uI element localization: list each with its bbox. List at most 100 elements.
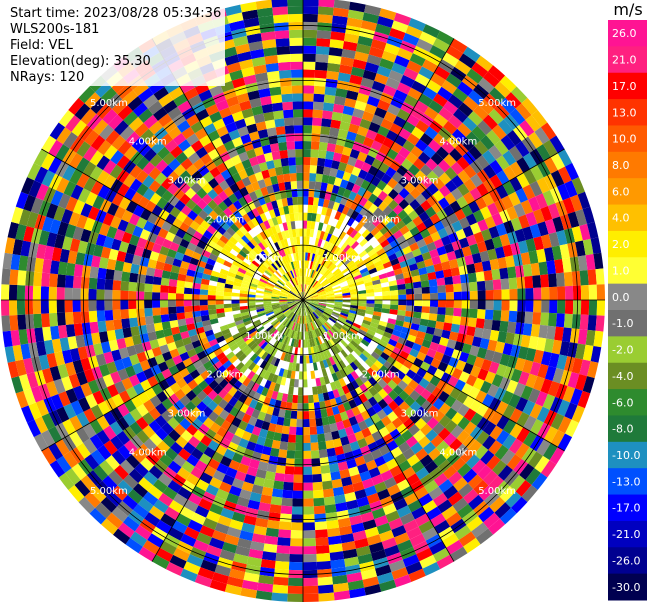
velocity-cell bbox=[339, 179, 349, 189]
velocity-cell bbox=[363, 316, 373, 323]
velocity-cell bbox=[217, 556, 234, 569]
velocity-cell bbox=[248, 131, 260, 142]
velocity-cell bbox=[548, 232, 560, 248]
velocity-cell bbox=[294, 133, 303, 142]
ring-label: 3.00km bbox=[401, 409, 439, 420]
velocity-cell bbox=[317, 149, 327, 159]
velocity-cell bbox=[158, 93, 174, 108]
velocity-cell bbox=[281, 165, 290, 175]
velocity-cell bbox=[395, 342, 405, 351]
velocity-cell bbox=[280, 291, 289, 296]
velocity-cell bbox=[318, 297, 327, 300]
velocity-cell bbox=[382, 84, 397, 97]
velocity-cell bbox=[556, 286, 566, 300]
velocity-cell bbox=[333, 256, 341, 265]
velocity-cell bbox=[317, 584, 334, 594]
velocity-cell bbox=[525, 468, 541, 486]
colorbar-segment bbox=[608, 441, 647, 469]
velocity-cell bbox=[290, 289, 298, 295]
velocity-cell bbox=[499, 353, 511, 367]
velocity-cell bbox=[310, 245, 315, 254]
velocity-cell bbox=[289, 213, 295, 222]
velocity-cell bbox=[287, 5, 303, 15]
velocity-cell bbox=[263, 438, 274, 448]
velocity-cell bbox=[322, 350, 329, 360]
velocity-cell bbox=[543, 156, 558, 174]
velocity-cell bbox=[303, 300, 309, 306]
velocity-cell bbox=[285, 320, 292, 328]
velocity-cell bbox=[7, 361, 19, 379]
velocity-cell bbox=[515, 480, 532, 497]
velocity-cell bbox=[138, 265, 148, 276]
velocity-cell bbox=[348, 262, 357, 270]
velocity-cell bbox=[78, 86, 96, 104]
velocity-cell bbox=[157, 227, 169, 239]
velocity-cell bbox=[135, 169, 149, 184]
velocity-cell bbox=[358, 393, 368, 404]
velocity-cell bbox=[324, 270, 332, 278]
velocity-cell bbox=[357, 35, 373, 47]
velocity-cell bbox=[183, 499, 199, 513]
velocity-cell bbox=[522, 359, 534, 374]
velocity-cell bbox=[303, 363, 307, 372]
velocity-cell bbox=[353, 232, 362, 241]
velocity-cell bbox=[551, 245, 563, 261]
velocity-cell bbox=[200, 309, 209, 317]
velocity-cell bbox=[393, 12, 412, 26]
velocity-cell bbox=[215, 488, 229, 501]
velocity-cell bbox=[482, 435, 496, 451]
field-text: Field: VEL bbox=[10, 38, 73, 53]
velocity-cell bbox=[329, 278, 338, 285]
velocity-cell bbox=[433, 328, 443, 338]
velocity-cell bbox=[155, 260, 165, 271]
velocity-cell bbox=[521, 485, 538, 503]
velocity-cell bbox=[459, 316, 469, 327]
velocity-cell bbox=[121, 318, 131, 329]
velocity-cell bbox=[451, 412, 464, 426]
velocity-cell bbox=[283, 109, 294, 119]
velocity-cell bbox=[196, 412, 208, 424]
velocity-cell bbox=[226, 275, 235, 282]
velocity-cell bbox=[334, 210, 342, 221]
velocity-cell bbox=[148, 505, 165, 520]
velocity-cell bbox=[241, 235, 250, 244]
velocity-cell bbox=[276, 323, 283, 331]
velocity-cell bbox=[68, 373, 81, 389]
velocity-cell bbox=[363, 390, 374, 400]
velocity-cell bbox=[346, 382, 355, 393]
velocity-cell bbox=[218, 272, 228, 280]
velocity-cell bbox=[303, 53, 316, 62]
velocity-cell bbox=[390, 334, 400, 343]
velocity-cell bbox=[260, 403, 269, 414]
velocity-cell bbox=[23, 194, 36, 212]
velocity-cell bbox=[303, 156, 311, 166]
velocity-cell bbox=[438, 459, 452, 473]
velocity-cell bbox=[531, 472, 548, 491]
velocity-cell bbox=[298, 212, 303, 221]
velocity-cell bbox=[406, 454, 420, 467]
velocity-cell bbox=[255, 72, 269, 83]
velocity-cell bbox=[362, 335, 372, 344]
velocity-cell bbox=[243, 193, 253, 204]
velocity-cell bbox=[169, 241, 180, 252]
velocity-cell bbox=[152, 479, 168, 493]
velocity-cell bbox=[274, 270, 282, 278]
velocity-cell bbox=[267, 326, 275, 334]
velocity-cell bbox=[462, 468, 478, 484]
velocity-cell bbox=[491, 319, 501, 332]
velocity-cell bbox=[429, 248, 440, 259]
velocity-cell bbox=[495, 155, 510, 171]
velocity-cell bbox=[212, 229, 223, 240]
velocity-cell bbox=[310, 298, 319, 300]
velocity-cell bbox=[297, 403, 303, 412]
velocity-cell bbox=[228, 396, 239, 407]
velocity-cell bbox=[362, 519, 377, 531]
velocity-cell bbox=[480, 206, 492, 220]
velocity-cell bbox=[309, 304, 316, 310]
velocity-cell bbox=[528, 131, 543, 149]
velocity-cell bbox=[296, 172, 303, 181]
velocity-cell bbox=[359, 267, 369, 275]
velocity-cell bbox=[361, 427, 372, 438]
velocity-cell bbox=[312, 362, 318, 371]
